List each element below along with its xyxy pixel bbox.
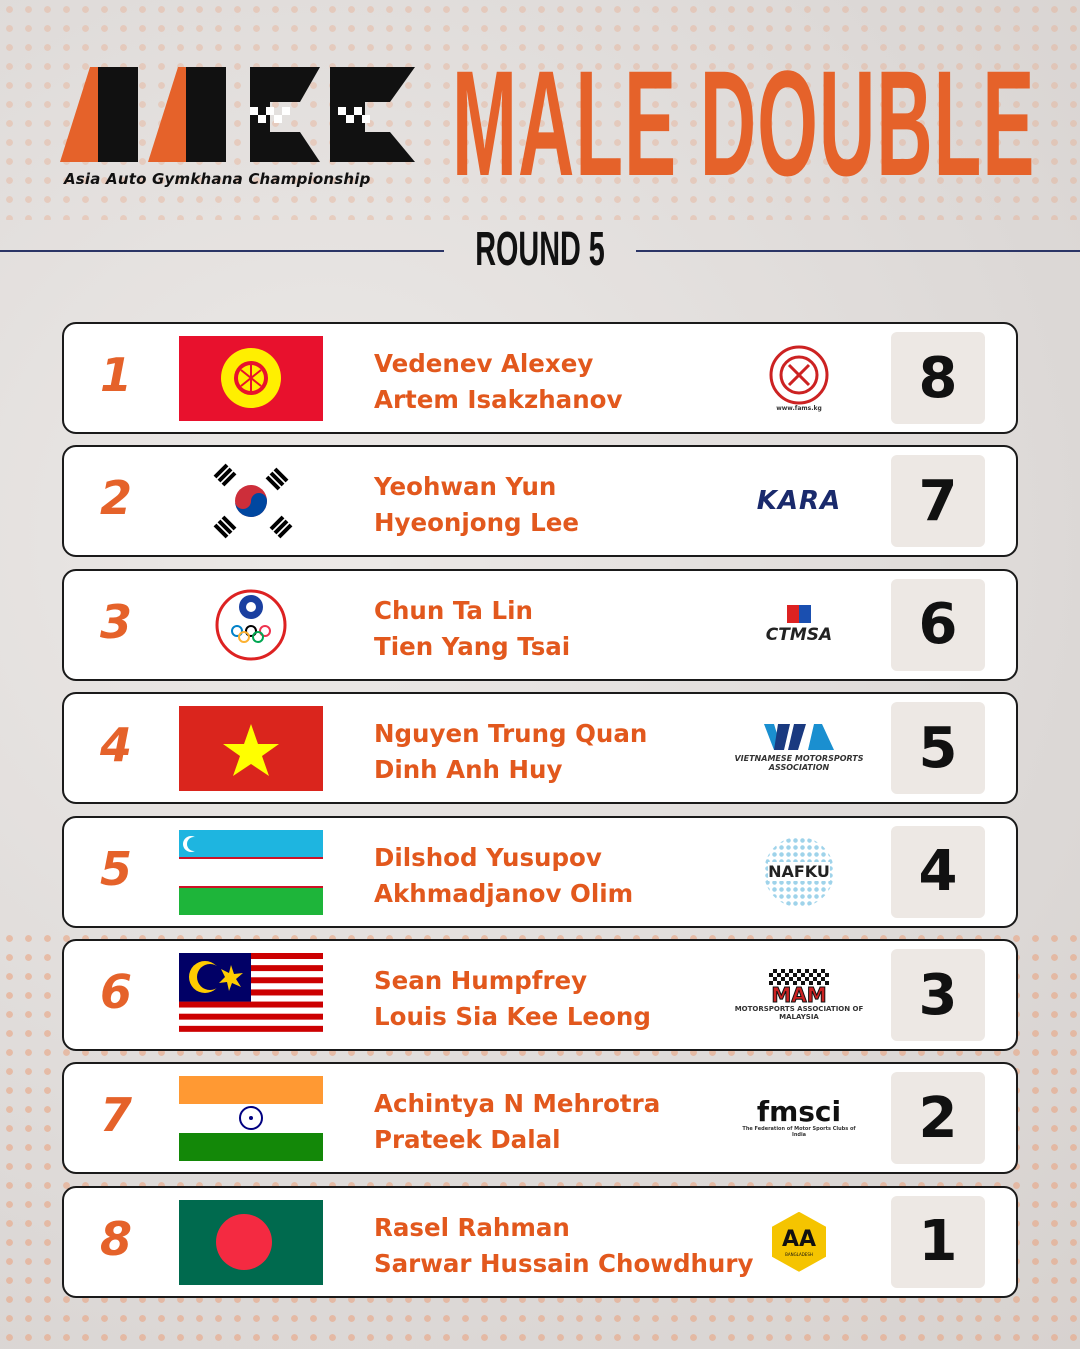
divider-right [636,250,1080,252]
round-label: ROUND 5 [475,223,605,276]
points: 6 [891,578,985,671]
driver-name: Sean Humpfrey [374,966,588,995]
rank: 7 [100,1088,133,1143]
driver-name: Tien Yang Tsai [374,631,571,661]
rank: 1 [100,348,133,402]
malaysia-flag-icon [179,953,323,1038]
org-logo-text: VIETNAMESE MOTORSPORTS ASSOCIATION [734,754,864,773]
org-logo-text: CTMSA [765,624,833,645]
result-row: 5 Dilshod Yusupov Akhmadjanov Olim NAFKU … [62,815,1018,928]
organization-logo: AA BANGLADESH [729,1196,869,1288]
rank: 4 [100,718,133,773]
points: 1 [891,1195,985,1288]
driver-name: Artem Isakzhanov [374,385,623,414]
south-korea-flag-icon [213,463,293,539]
rank: 8 [100,1211,133,1266]
aagc-logo [60,67,415,162]
driver-name: Sarwar Hussain Chowdhury [374,1248,754,1278]
driver-name: Akhmadjanov Olim [374,878,634,908]
rank: 5 [100,841,133,896]
driver-names: Nguyen Trung Quan Dinh Anh Huy [374,716,653,788]
result-row: 2 Yeohwan Yun Hyeonjong Lee KARA 7 [62,445,1018,558]
vietnam-flag-icon [179,706,323,792]
driver-name: Rasel Rahman [374,1212,570,1242]
points: 7 [891,455,985,548]
driver-names: Vedenev Alexey Artem Isakzhanov [374,346,628,418]
driver-name: Chun Ta Lin [374,595,533,625]
vma-emblem-icon [764,724,834,751]
points: 2 [891,1072,985,1165]
points: 5 [891,702,985,795]
driver-names: Yeohwan Yun Hyeonjong Lee [374,469,583,541]
org-logo-text: www.fams.kg [776,404,822,412]
fams-emblem-icon [769,345,829,404]
india-flag-icon [179,1076,323,1162]
driver-name: Dinh Anh Huy [374,755,563,785]
org-logo-text: NAFKU [768,862,830,882]
points: 3 [891,949,985,1041]
ctmsa-cross-icon [787,604,811,623]
driver-names: Sean Humpfrey Louis Sia Kee Leong [374,963,657,1035]
organization-logo: VIETNAMESE MOTORSPORTS ASSOCIATION [729,702,869,794]
driver-names: Dilshod Yusupov Akhmadjanov Olim [374,840,638,912]
result-row: 6 Sean Humpfrey Louis Sia Kee Leong MAM MO… [62,939,1018,1051]
org-logo-text: The Federation of Motor Sports Clubs of … [742,1126,856,1139]
checkered-flag-icon [769,969,829,985]
driver-names: Chun Ta Lin Tien Yang Tsai [374,593,574,665]
organization-logo: CTMSA [729,579,869,671]
bangladesh-flag-icon [179,1199,323,1285]
rank: 2 [100,471,133,526]
result-row: 8 Rasel Rahman Sarwar Hussain Chowdhury A… [62,1185,1018,1298]
mam-logo-mark: MAM [771,983,827,1007]
driver-name: Achintya N Mehrotra [374,1089,661,1119]
driver-names: Achintya N Mehrotra Prateek Dalal [374,1086,666,1158]
divider-left [0,250,444,252]
points: 8 [891,332,985,424]
page-title: MALE DOUBLE [452,39,1036,207]
logo-subtitle: Asia Auto Gymkhana Championship [64,170,371,188]
driver-name: Dilshod Yusupov [374,842,602,872]
uzbekistan-flag-icon [179,829,323,915]
result-row: 7 Achintya N Mehrotra Prateek Dalal fmsci… [62,1062,1018,1175]
aa-logo-mark: AA [781,1226,817,1252]
organization-logo: KARA [729,455,869,547]
org-logo-text: KARA [756,486,842,517]
org-logo-text: MOTORSPORTS ASSOCIATION OF MALAYSIA [734,1005,864,1021]
organization-logo: NAFKU [729,826,869,918]
rank: 3 [100,594,133,649]
organization-logo: www.fams.kg [729,332,869,424]
driver-name: Hyeonjong Lee [374,508,579,538]
chinese-taipei-flag-icon [215,589,287,661]
result-row: 3 Chun Ta Lin Tien Yang Tsai CTMSA 6 [62,568,1018,681]
driver-names: Rasel Rahman Sarwar Hussain Chowdhury [374,1210,761,1282]
rank: 6 [100,965,133,1019]
kyrgyzstan-flag-icon [179,336,323,421]
driver-name: Louis Sia Kee Leong [374,1002,651,1031]
organization-logo: fmsci The Federation of Motor Sports Club… [729,1072,869,1164]
driver-name: Vedenev Alexey [374,349,594,378]
org-logo-text: BANGLADESH [785,1251,813,1257]
driver-name: Nguyen Trung Quan [374,719,648,749]
organization-logo: MAM MOTORSPORTS ASSOCIATION OF MALAYSIA [729,949,869,1041]
result-row: 1 Vedenev Alexey Artem Isakzhanov www.fam… [62,322,1018,434]
points: 4 [891,825,985,918]
driver-name: Prateek Dalal [374,1125,561,1155]
fmsci-logo-mark: fmsci [756,1095,842,1129]
result-row: 4 Nguyen Trung Quan Dinh Anh Huy VIETNAME… [62,692,1018,805]
driver-name: Yeohwan Yun [374,472,557,502]
